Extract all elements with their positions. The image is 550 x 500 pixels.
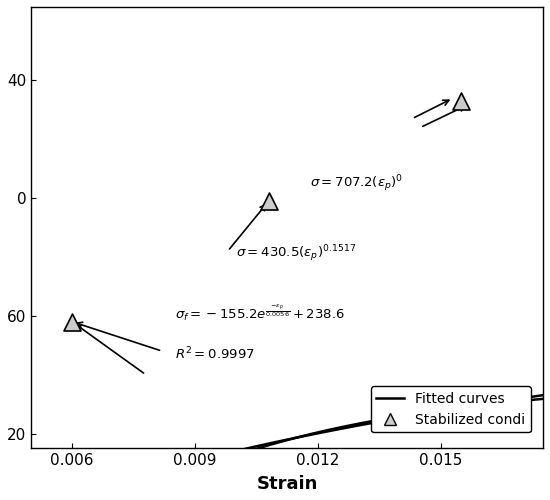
Point [68,318,76,326]
Text: $\sigma = 430.5(\varepsilon_p)^{0.1517}$: $\sigma = 430.5(\varepsilon_p)^{0.1517}$ [236,244,356,264]
X-axis label: Strain: Strain [256,475,318,493]
Text: $\sigma_f = -155.2e^{\frac{-\varepsilon_p}{0.0056}} + 238.6$: $\sigma_f = -155.2e^{\frac{-\varepsilon_… [174,302,344,323]
Point [265,197,273,205]
Text: $\sigma = 707.2(\varepsilon_p)^{0}$: $\sigma = 707.2(\varepsilon_p)^{0}$ [310,173,403,194]
Text: $R^2=0.9997$: $R^2=0.9997$ [174,346,255,362]
Legend: Fitted curves, Stabilized condi: Fitted curves, Stabilized condi [371,386,531,432]
Point [456,97,465,105]
